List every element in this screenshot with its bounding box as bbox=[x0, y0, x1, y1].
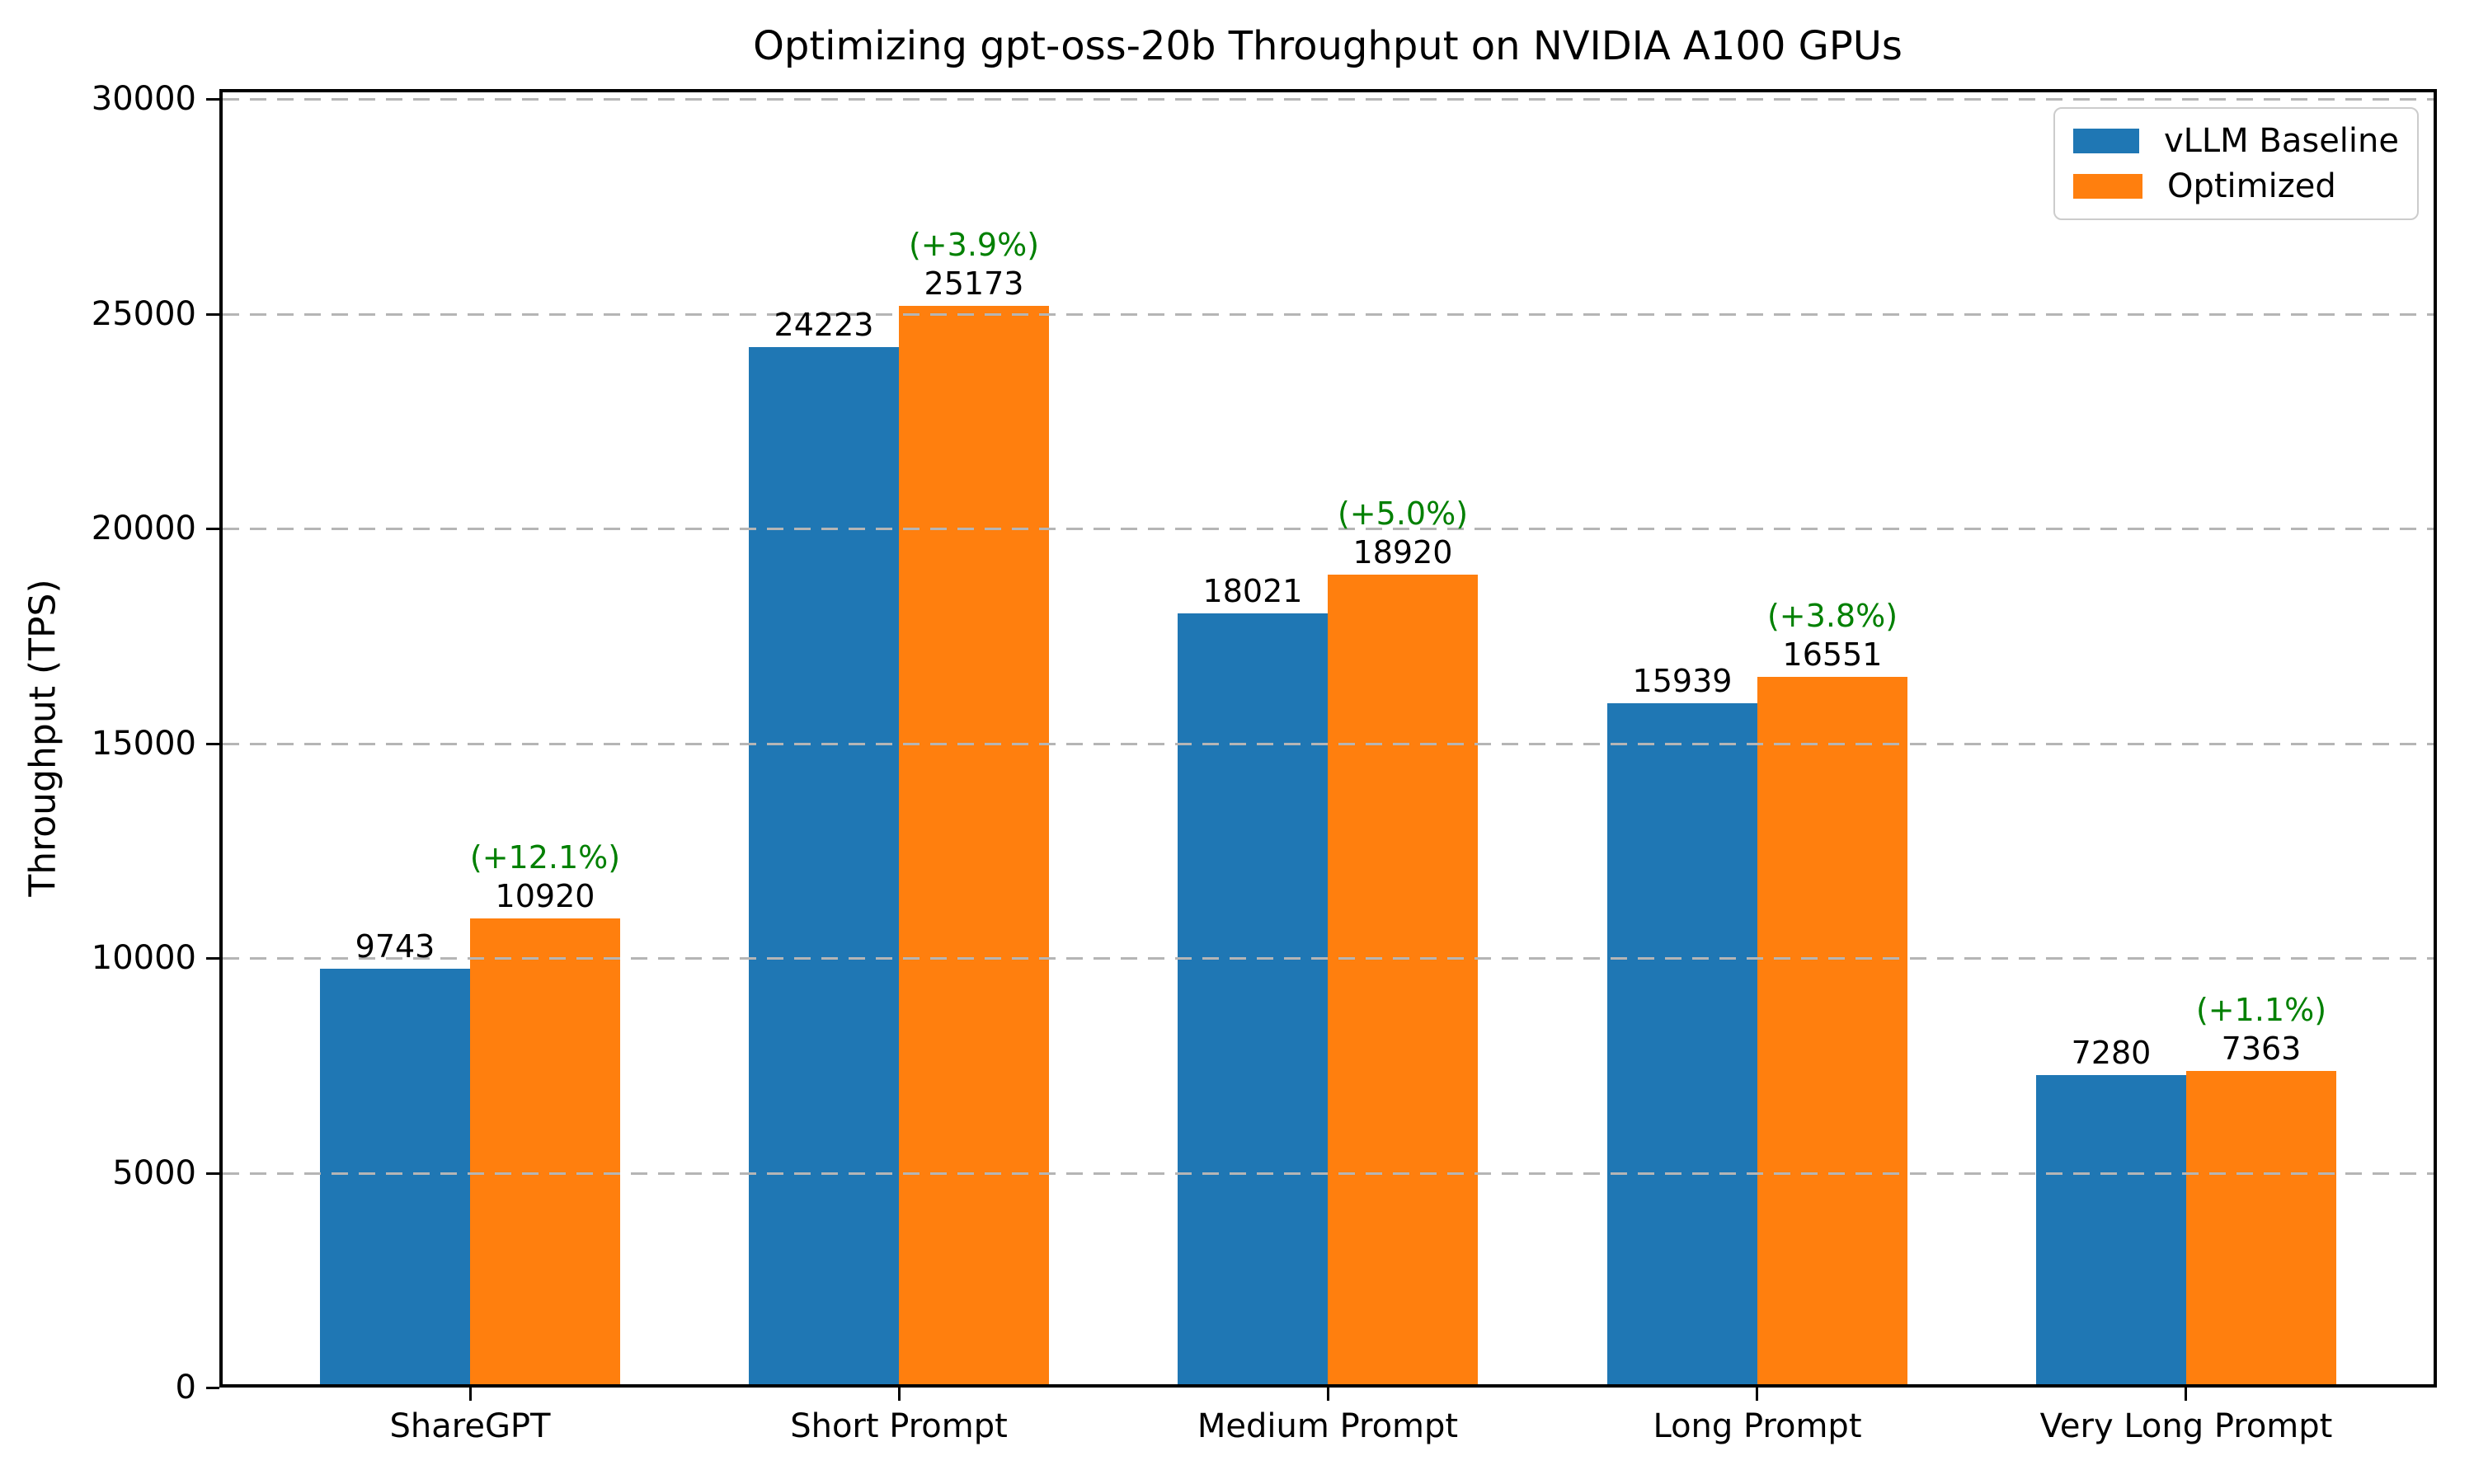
bar-vllm-baseline-sharegpt bbox=[320, 969, 470, 1384]
bar-vllm-baseline-medium-prompt bbox=[1178, 613, 1328, 1384]
x-tick-label-long-prompt: Long Prompt bbox=[1653, 1407, 1862, 1445]
y-tick-label-15000: 15000 bbox=[91, 725, 196, 763]
y-tick-5000 bbox=[206, 1172, 219, 1175]
bar-optimized-very-long-prompt bbox=[2186, 1071, 2336, 1384]
x-tick-sharegpt bbox=[469, 1388, 472, 1401]
bar-label-stack-sharegpt: (+12.1%) 10920 bbox=[470, 838, 620, 915]
x-tick-long-prompt bbox=[1756, 1388, 1758, 1401]
improvement-label-very-long-prompt: (+1.1%) bbox=[2195, 992, 2327, 1029]
y-tick-30000 bbox=[206, 98, 219, 101]
bar-vllm-baseline-very-long-prompt bbox=[2036, 1075, 2186, 1384]
bar-optimized-sharegpt bbox=[470, 918, 620, 1384]
x-tick-label-short-prompt: Short Prompt bbox=[790, 1407, 1008, 1445]
bar-value-label-optimized-short-prompt: 25173 bbox=[924, 265, 1024, 302]
bar-value-label-vllm-baseline-sharegpt: 9743 bbox=[355, 928, 435, 965]
legend-label-optimized: Optimized bbox=[2167, 167, 2336, 205]
legend: vLLM Baseline Optimized bbox=[2053, 107, 2419, 220]
bar-value-label-optimized-very-long-prompt: 7363 bbox=[2221, 1030, 2302, 1067]
improvement-label-long-prompt: (+3.8%) bbox=[1766, 598, 1898, 635]
bar-vllm-baseline-short-prompt bbox=[749, 347, 899, 1384]
y-tick-label-20000: 20000 bbox=[91, 510, 196, 547]
chart-title: Optimizing gpt-oss-20b Throughput on NVI… bbox=[753, 23, 1903, 69]
improvement-label-medium-prompt: (+5.0%) bbox=[1337, 495, 1469, 533]
x-tick-very-long-prompt bbox=[2185, 1388, 2187, 1401]
y-tick-label-0: 0 bbox=[175, 1369, 196, 1407]
legend-label-vllm-baseline: vLLM Baseline bbox=[2163, 122, 2399, 161]
gridline-30000 bbox=[223, 98, 2434, 101]
y-tick-label-10000: 10000 bbox=[91, 939, 196, 977]
bar-vllm-baseline-long-prompt bbox=[1607, 703, 1757, 1384]
x-tick-short-prompt bbox=[898, 1388, 901, 1401]
plot-area bbox=[219, 89, 2437, 1388]
y-tick-0 bbox=[206, 1387, 219, 1389]
y-tick-10000 bbox=[206, 957, 219, 960]
legend-swatch-vllm-baseline bbox=[2073, 129, 2139, 154]
gridline-15000 bbox=[223, 743, 2434, 745]
bar-value-label-optimized-sharegpt: 10920 bbox=[495, 877, 595, 914]
bar-value-label-vllm-baseline-long-prompt: 15939 bbox=[1632, 662, 1733, 699]
gridline-25000 bbox=[223, 313, 2434, 316]
x-tick-label-very-long-prompt: Very Long Prompt bbox=[2039, 1407, 2333, 1445]
legend-item-vllm-baseline: vLLM Baseline bbox=[2073, 122, 2399, 160]
legend-item-optimized: Optimized bbox=[2073, 167, 2399, 205]
bar-label-stack-medium-prompt: (+5.0%) 18920 bbox=[1338, 495, 1468, 571]
bar-label-stack-very-long-prompt: (+1.1%) 7363 bbox=[2196, 991, 2326, 1068]
x-tick-label-sharegpt: ShareGPT bbox=[389, 1407, 551, 1445]
y-tick-20000 bbox=[206, 528, 219, 530]
bar-optimized-medium-prompt bbox=[1328, 575, 1478, 1384]
bar-label-stack-long-prompt: (+3.8%) 16551 bbox=[1767, 597, 1898, 674]
bar-value-label-optimized-medium-prompt: 18920 bbox=[1352, 533, 1453, 571]
bar-value-label-vllm-baseline-short-prompt: 24223 bbox=[774, 306, 874, 343]
improvement-label-sharegpt: (+12.1%) bbox=[469, 839, 621, 876]
improvement-label-short-prompt: (+3.9%) bbox=[908, 227, 1040, 264]
bar-value-label-optimized-long-prompt: 16551 bbox=[1782, 636, 1883, 673]
bar-optimized-short-prompt bbox=[899, 306, 1049, 1384]
y-tick-label-5000: 5000 bbox=[112, 1154, 196, 1192]
x-tick-label-medium-prompt: Medium Prompt bbox=[1197, 1407, 1459, 1445]
bar-label-stack-short-prompt: (+3.9%) 25173 bbox=[909, 226, 1039, 303]
y-tick-25000 bbox=[206, 313, 219, 316]
gridline-5000 bbox=[223, 1172, 2434, 1175]
bar-value-label-vllm-baseline-very-long-prompt: 7280 bbox=[2071, 1034, 2152, 1071]
gridline-10000 bbox=[223, 957, 2434, 960]
gridline-20000 bbox=[223, 528, 2434, 530]
bar-value-label-vllm-baseline-medium-prompt: 18021 bbox=[1202, 572, 1303, 609]
x-tick-medium-prompt bbox=[1327, 1388, 1329, 1401]
y-axis-label: Throughput (TPS) bbox=[21, 579, 64, 897]
y-tick-label-30000: 30000 bbox=[91, 80, 196, 118]
y-tick-label-25000: 25000 bbox=[91, 295, 196, 333]
y-tick-15000 bbox=[206, 743, 219, 745]
bar-optimized-long-prompt bbox=[1757, 677, 1907, 1384]
legend-swatch-optimized bbox=[2073, 173, 2142, 199]
